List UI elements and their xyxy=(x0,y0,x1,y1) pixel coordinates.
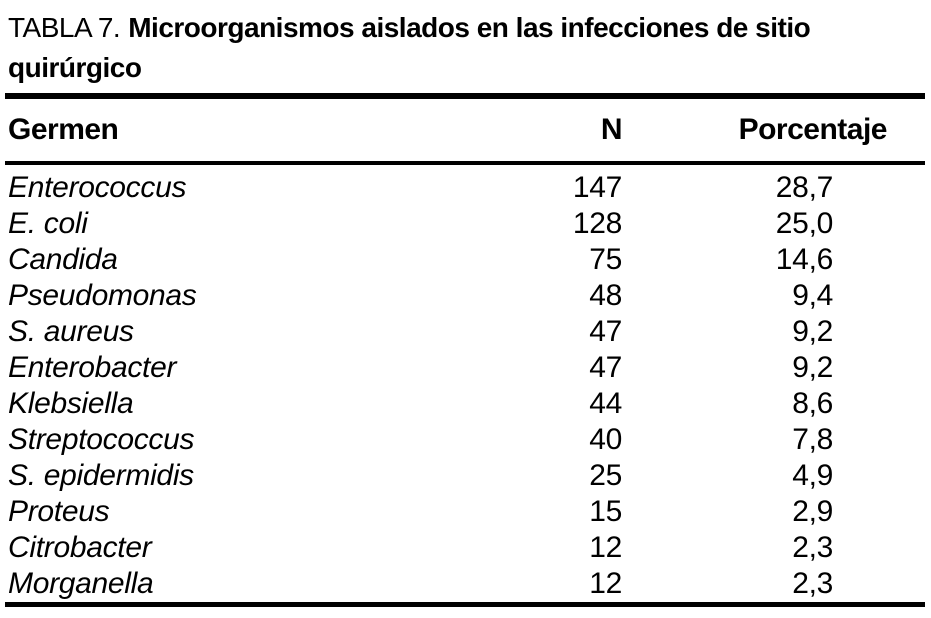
table-rule-top xyxy=(5,93,925,99)
cell-germen: S. aureus xyxy=(8,315,134,348)
cell-porcentaje: 9,2 xyxy=(792,315,833,348)
table-row: Candida 75 14,6 xyxy=(5,242,925,278)
cell-n: 47 xyxy=(589,351,622,384)
table-row: E. coli 128 25,0 xyxy=(5,206,925,242)
table-header-row: Germen N Porcentaje xyxy=(5,99,925,161)
cell-porcentaje: 28,7 xyxy=(775,171,834,204)
cell-porcentaje: 2,3 xyxy=(792,567,833,600)
cell-germen: Candida xyxy=(8,243,118,276)
cell-n: 128 xyxy=(572,207,622,240)
cell-germen: Enterobacter xyxy=(8,351,177,384)
cell-germen: Enterococcus xyxy=(8,171,187,204)
table-row: Pseudomonas 48 9,4 xyxy=(5,278,925,314)
cell-porcentaje: 2,3 xyxy=(792,531,833,564)
cell-germen: Klebsiella xyxy=(8,387,134,420)
cell-n: 147 xyxy=(572,171,622,204)
cell-n: 12 xyxy=(589,567,622,600)
caption-table-number: TABLA 7. xyxy=(8,12,121,43)
cell-germen: Citrobacter xyxy=(8,531,152,564)
table-row: Enterobacter 47 9,2 xyxy=(5,350,925,386)
caption-title-part2: quirúrgico xyxy=(8,52,142,83)
table-body: Enterococcus 147 28,7 E. coli 128 25,0 C… xyxy=(5,165,925,602)
caption-line-1: TABLA 7. Microorganismos aislados en las … xyxy=(8,8,925,48)
cell-germen: Proteus xyxy=(8,495,110,528)
table-rule-header xyxy=(5,161,925,165)
cell-porcentaje: 8,6 xyxy=(792,387,833,420)
cell-porcentaje: 9,4 xyxy=(792,279,833,312)
column-header-n: N xyxy=(600,113,623,146)
cell-n: 47 xyxy=(589,315,622,348)
cell-germen: S. epidermidis xyxy=(8,459,194,492)
cell-n: 25 xyxy=(589,459,622,492)
table-rule-bottom xyxy=(5,602,925,607)
table-container: TABLA 7. Microorganismos aislados en las … xyxy=(5,8,925,607)
cell-porcentaje: 4,9 xyxy=(792,459,833,492)
cell-n: 15 xyxy=(589,495,622,528)
table-row: S. aureus 47 9,2 xyxy=(5,314,925,350)
cell-germen: Pseudomonas xyxy=(8,279,197,312)
table-row: Streptococcus 40 7,8 xyxy=(5,422,925,458)
table-row: Enterococcus 147 28,7 xyxy=(5,170,925,206)
cell-n: 75 xyxy=(589,243,622,276)
table-caption: TABLA 7. Microorganismos aislados en las … xyxy=(5,8,925,88)
table-row: Klebsiella 44 8,6 xyxy=(5,386,925,422)
table-row: Citrobacter 12 2,3 xyxy=(5,530,925,566)
cell-porcentaje: 2,9 xyxy=(792,495,833,528)
table-row: Proteus 15 2,9 xyxy=(5,494,925,530)
cell-n: 44 xyxy=(589,387,622,420)
column-header-porcentaje: Porcentaje xyxy=(738,113,888,146)
cell-porcentaje: 25,0 xyxy=(775,207,834,240)
cell-porcentaje: 7,8 xyxy=(792,423,833,456)
table-row: Morganella 12 2,3 xyxy=(5,566,925,602)
cell-n: 12 xyxy=(589,531,622,564)
cell-n: 40 xyxy=(589,423,622,456)
cell-germen: E. coli xyxy=(8,207,88,240)
cell-n: 48 xyxy=(589,279,622,312)
cell-porcentaje: 14,6 xyxy=(775,243,834,276)
cell-germen: Streptococcus xyxy=(8,423,195,456)
cell-porcentaje: 9,2 xyxy=(792,351,833,384)
table-row: S. epidermidis 25 4,9 xyxy=(5,458,925,494)
caption-title-part1: Microorganismos aislados en las infeccio… xyxy=(128,12,811,43)
cell-germen: Morganella xyxy=(8,567,154,600)
column-header-germen: Germen xyxy=(8,113,119,146)
